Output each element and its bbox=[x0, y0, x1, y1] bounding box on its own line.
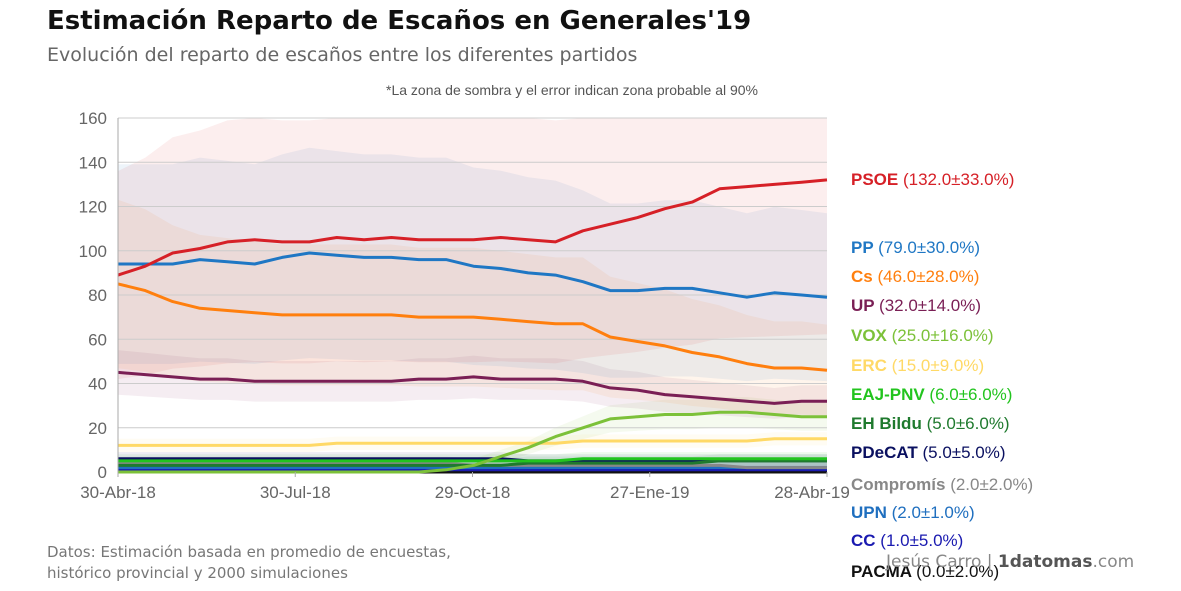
chart-note: *La zona de sombra y el error indican zo… bbox=[386, 82, 759, 98]
x-tick-label: 30-Abr-18 bbox=[80, 483, 156, 502]
legend-estimate: (132.0±33.0%) bbox=[902, 170, 1015, 189]
x-tick-label: 30-Jul-18 bbox=[260, 483, 331, 502]
legend-item-upn: UPN (2.0±1.0%) bbox=[851, 503, 975, 523]
y-tick-label: 20 bbox=[88, 419, 107, 438]
x-tick-label: 27-Ene-19 bbox=[610, 483, 689, 502]
legend-estimate: (6.0±6.0%) bbox=[929, 385, 1013, 404]
chart-subtitle: Evolución del reparto de escaños entre l… bbox=[47, 44, 638, 66]
legend-estimate: (25.0±16.0%) bbox=[891, 326, 994, 345]
legend-party-name: Cs bbox=[851, 267, 878, 286]
source-line-2: histórico provincial y 2000 simulaciones bbox=[47, 564, 348, 582]
credit-site: 1datomas bbox=[997, 552, 1093, 572]
legend-party-name: EAJ-PNV bbox=[851, 385, 930, 404]
series-lines bbox=[117, 178, 828, 474]
y-tick-label: 0 bbox=[98, 463, 107, 482]
legend-party-name: ERC bbox=[851, 356, 892, 375]
credit-tld: .com bbox=[1092, 552, 1135, 572]
y-tick-label: 100 bbox=[79, 242, 107, 261]
line-pp bbox=[118, 251, 828, 299]
y-tick-label: 80 bbox=[88, 286, 107, 305]
legend-estimate: (46.0±28.0%) bbox=[877, 267, 980, 286]
legend-item-up: UP (32.0±14.0%) bbox=[851, 296, 981, 316]
y-tick-label: 40 bbox=[88, 375, 107, 394]
legend-estimate: (1.0±5.0%) bbox=[880, 531, 964, 550]
legend-party-name: UP bbox=[851, 296, 880, 315]
legend-item-comprom-s: Compromís (2.0±2.0%) bbox=[851, 475, 1033, 495]
source-line-1: Datos: Estimación basada en promedio de … bbox=[47, 543, 451, 561]
line-cs bbox=[117, 282, 828, 372]
line-vox bbox=[118, 410, 827, 474]
legend-estimate: (15.0±9.0%) bbox=[891, 356, 985, 375]
y-tick-label: 60 bbox=[88, 330, 107, 349]
legend-item-psoe: PSOE (132.0±33.0%) bbox=[851, 170, 1014, 190]
y-tick-label: 120 bbox=[79, 198, 107, 217]
legend-party-name: CC bbox=[851, 531, 881, 550]
legend-item-eaj-pnv: EAJ-PNV (6.0±6.0%) bbox=[851, 385, 1012, 405]
legend-estimate: (79.0±30.0%) bbox=[878, 238, 981, 257]
legend-estimate: (5.0±6.0%) bbox=[926, 414, 1010, 433]
legend-party-name: PDeCAT bbox=[851, 443, 923, 462]
y-tick-label: 160 bbox=[79, 109, 107, 128]
legend-party-name: UPN bbox=[851, 503, 892, 522]
line-up bbox=[117, 370, 827, 405]
legend-item-erc: ERC (15.0±9.0%) bbox=[851, 356, 984, 376]
source-note: Datos: Estimación basada en promedio de … bbox=[47, 542, 451, 584]
legend-party-name: PACMA bbox=[851, 562, 917, 581]
legend-item-cs: Cs (46.0±28.0%) bbox=[851, 267, 979, 287]
line-eaj-pnv bbox=[118, 457, 827, 463]
line-psoe bbox=[117, 178, 828, 277]
legend-item-vox: VOX (25.0±16.0%) bbox=[851, 326, 994, 346]
legend-party-name: PSOE bbox=[851, 170, 903, 189]
legend-estimate: (2.0±2.0%) bbox=[950, 475, 1034, 494]
legend-item-pp: PP (79.0±30.0%) bbox=[851, 238, 980, 258]
band-cs bbox=[118, 199, 827, 416]
legend-estimate: (5.0±5.0%) bbox=[922, 443, 1006, 462]
legend-party-name: PP bbox=[851, 238, 879, 257]
legend-item-pdecat: PDeCAT (5.0±5.0%) bbox=[851, 443, 1006, 463]
legend-estimate: (2.0±1.0%) bbox=[891, 503, 975, 522]
legend-party-name: Compromís bbox=[851, 475, 951, 494]
credit-author: Jesús Carro | bbox=[886, 552, 993, 572]
y-tick-label: 140 bbox=[79, 153, 107, 172]
legend-item-cc: CC (1.0±5.0%) bbox=[851, 531, 963, 551]
credit: Jesús Carro | 1datomas.com bbox=[886, 552, 1134, 572]
x-tick-label: 28-Abr-19 bbox=[774, 483, 850, 502]
axes: 0 20 40 60 80 100 120 140 160 30-Abr-18 30-Jul-18 2… bbox=[79, 109, 850, 502]
line-erc bbox=[118, 437, 827, 447]
legend-party-name: VOX bbox=[851, 326, 892, 345]
legend-item-pacma: PACMA (0.0±2.0%) bbox=[851, 562, 999, 582]
chart-title: Estimación Reparto de Escaños en General… bbox=[47, 6, 752, 36]
x-tick-label: 29-Oct-18 bbox=[435, 483, 511, 502]
legend-party-name: EH Bildu bbox=[851, 414, 927, 433]
legend-item-eh-bildu: EH Bildu (5.0±6.0%) bbox=[851, 414, 1010, 434]
band-up bbox=[118, 350, 827, 419]
legend-estimate: (0.0±2.0%) bbox=[916, 562, 1000, 581]
legend-estimate: (32.0±14.0%) bbox=[879, 296, 981, 315]
